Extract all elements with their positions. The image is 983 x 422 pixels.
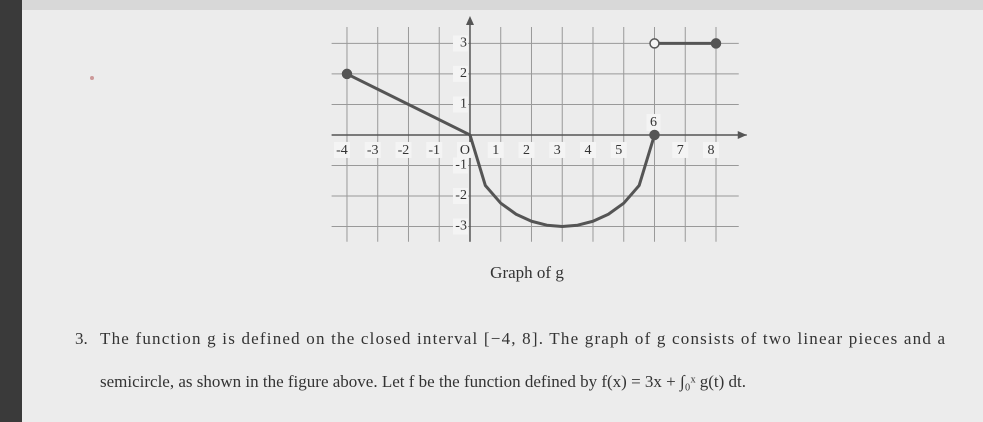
problem-number: 3. <box>75 329 88 348</box>
y-tick-label: -3 <box>455 219 467 234</box>
tick-label-box <box>333 141 350 158</box>
y-tick-label: -1 <box>455 158 467 173</box>
tick-label-box <box>395 141 412 158</box>
filled-dot <box>710 38 722 49</box>
problem-line: semicircle, as shown in the figure above… <box>100 372 746 392</box>
tick-label-box <box>426 141 443 158</box>
top-shadow <box>22 0 983 10</box>
tick-label-box <box>452 157 468 174</box>
filled-dot <box>341 68 353 80</box>
x-tick-label: 5 <box>615 143 622 158</box>
y-tick-label: 1 <box>460 97 467 112</box>
x-tick-label: -2 <box>398 143 410 158</box>
x-tick-label: -1 <box>428 143 440 158</box>
x-tick-label: 7 <box>677 143 684 158</box>
graph-line <box>346 41 716 228</box>
y-arrow <box>465 16 474 25</box>
x-tick-label: O <box>460 143 470 158</box>
tick-label-box <box>646 113 661 131</box>
tick-label-box <box>452 187 468 204</box>
tick-label-box <box>456 141 473 158</box>
x-tick-label: 4 <box>584 143 591 158</box>
tick-label-box <box>579 141 596 158</box>
x-tick-label: 1 <box>492 143 499 158</box>
x-tick-label: -3 <box>367 143 379 158</box>
tick-label-box <box>610 141 627 158</box>
y-tick-label: 2 <box>460 66 467 81</box>
left-edge <box>0 0 22 422</box>
tick-label-box <box>672 141 689 158</box>
caption: Graph of g <box>490 263 564 282</box>
tick-label-box <box>452 65 468 82</box>
speck <box>90 76 94 80</box>
y-tick-label: 3 <box>460 36 467 51</box>
tick-label-box <box>518 141 535 158</box>
x-arrow <box>737 130 747 139</box>
open-dot <box>649 38 660 49</box>
x-tick-label: -4 <box>336 143 348 158</box>
tick-label-box <box>487 141 504 158</box>
tick-label-box <box>452 35 468 52</box>
problem-line: The function g is defined on the closed … <box>100 329 945 348</box>
x-tick-label: 2 <box>523 143 530 158</box>
x-tick-label: 6 <box>650 115 657 130</box>
tick-label-box <box>549 141 566 158</box>
tick-label-box <box>452 96 468 113</box>
tick-label-box <box>702 141 719 158</box>
x-tick-label: 3 <box>554 143 561 158</box>
y-tick-label: -2 <box>455 188 467 203</box>
tick-label-box <box>452 218 468 235</box>
tick-label-box <box>364 141 381 158</box>
x-tick-label: 8 <box>707 143 714 158</box>
filled-dot <box>649 129 660 141</box>
